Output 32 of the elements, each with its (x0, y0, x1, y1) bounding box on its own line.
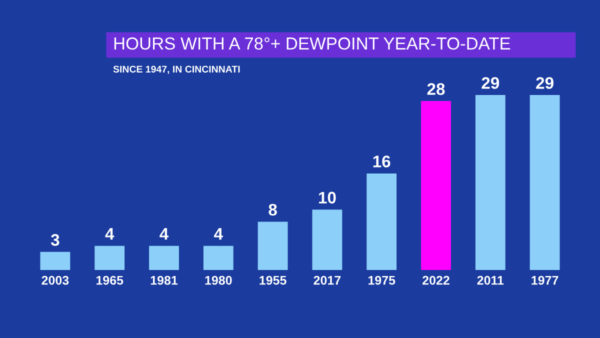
bar (530, 95, 560, 270)
data-label: 29 (482, 77, 500, 89)
bar (475, 95, 506, 270)
x-tick-label: 1975 (368, 276, 396, 285)
x-tick-label: 1977 (532, 276, 558, 285)
bar (312, 210, 342, 270)
chart-title: HOURS WITH A 78°+ DEWPOINT YEAR-TO-DATE (114, 37, 510, 50)
x-tick-label: 2017 (314, 276, 341, 285)
bar (203, 246, 234, 270)
data-label: 28 (427, 83, 445, 95)
bar (149, 246, 179, 270)
chart-subtitle: SINCE 1947, IN CINCINNATI (113, 66, 240, 74)
data-label: 10 (318, 192, 336, 204)
data-label: 4 (214, 228, 223, 240)
x-tick-label: 1965 (96, 276, 124, 285)
x-tick-label: 1955 (260, 276, 286, 285)
x-tick-label: 1980 (205, 276, 232, 285)
data-label: 4 (105, 228, 114, 240)
data-label: 4 (160, 228, 169, 240)
data-label: 16 (373, 156, 390, 168)
bar (258, 222, 288, 270)
data-label: 29 (536, 77, 554, 89)
x-tick-label: 1981 (150, 276, 178, 285)
data-label: 8 (268, 204, 277, 216)
x-tick-label: 2011 (477, 276, 504, 285)
x-tick-label: 2003 (42, 276, 69, 285)
bar (40, 252, 70, 270)
bar (421, 101, 451, 270)
x-tick-label: 2022 (422, 276, 450, 285)
bar (94, 246, 125, 270)
data-label: 3 (50, 234, 60, 246)
bar (366, 173, 397, 270)
